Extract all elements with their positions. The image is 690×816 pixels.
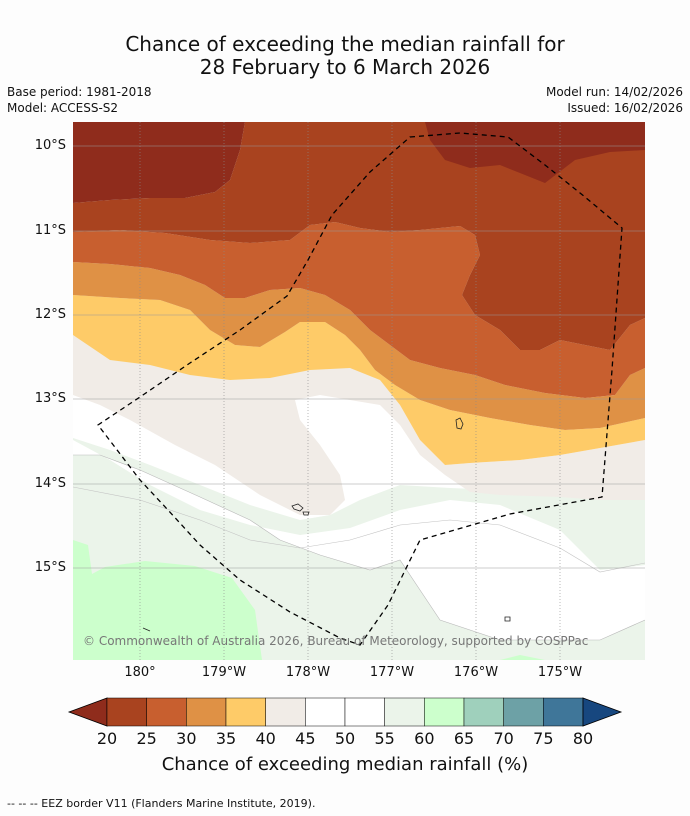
- lon-label-176w: 176°W: [453, 665, 499, 680]
- band-below-20-east: [425, 122, 645, 183]
- colorbar-swatch-50: [344, 697, 385, 727]
- colorbar-label: Chance of exceeding median rainfall (%): [161, 754, 529, 775]
- island-kadavu: [291, 503, 304, 512]
- band-35-40: [73, 295, 645, 465]
- rainfall-map-area[interactable]: [73, 122, 645, 660]
- eez-border: [97, 132, 623, 646]
- lon-label-179w: 179°W: [201, 665, 247, 680]
- colorbar-tick-55: 55: [374, 729, 395, 748]
- colorbar-swatch-45: [305, 697, 346, 727]
- colorbar-tick-50: 50: [334, 729, 356, 748]
- lon-label-175w: 175°W: [537, 665, 583, 680]
- colorbar-tick-25: 25: [136, 729, 157, 748]
- colorbar-extend-high: [582, 697, 623, 727]
- colorbar-tick-60: 60: [414, 729, 435, 748]
- band-30-35: [73, 262, 645, 430]
- lat-label-14s: 14°S: [34, 476, 66, 491]
- lat-label-11s: 11°S: [34, 223, 66, 238]
- band-60-65-small: [500, 655, 545, 660]
- colorbar-swatch-30: [186, 697, 227, 727]
- contour-50: [73, 486, 645, 573]
- colorbar-swatch-60: [424, 697, 465, 727]
- colorbar-tick-20: 20: [96, 729, 118, 748]
- lon-label-177w: 177°W: [369, 665, 415, 680]
- eez-footnote: -- -- -- EEZ border V11 (Flanders Marine…: [7, 797, 316, 810]
- colorbar-tick-40: 40: [255, 729, 276, 748]
- lat-label-10s: 10°S: [34, 138, 66, 153]
- colorbar-tick-65: 65: [453, 729, 475, 748]
- band-20-25: [73, 122, 645, 350]
- colorbar-swatch-70: [503, 697, 544, 727]
- colorbar-tick-30: 30: [176, 729, 197, 748]
- colorbar-swatch-55: [384, 697, 425, 727]
- band-25-30: [73, 222, 645, 398]
- island-small-3: [142, 627, 151, 632]
- model-name: Model: ACCESS-S2: [7, 101, 119, 115]
- lat-label-15s: 15°S: [34, 560, 66, 575]
- lon-label-180: 180°: [124, 665, 156, 680]
- island-small-1: [302, 511, 310, 516]
- chart-title-line2: 28 February to 6 March 2026: [199, 55, 491, 79]
- copyright-notice: © Commonwealth of Australia 2026, Bureau…: [83, 634, 589, 648]
- island-small-2: [504, 616, 511, 622]
- colorbar-tick-70: 70: [493, 729, 514, 748]
- band-below-20-west: [73, 122, 245, 203]
- colorbar-tick-35: 35: [215, 729, 237, 748]
- colorbar-tick-80: 80: [572, 729, 594, 748]
- latitude-lines: [73, 145, 645, 569]
- colorbar-extend-low: [67, 697, 108, 727]
- chart-title-line1: Chance of exceeding the median rainfall …: [125, 32, 565, 56]
- colorbar-swatch-25: [146, 697, 187, 727]
- island-lakeba: [455, 417, 464, 430]
- issued-date: Issued: 16/02/2026: [567, 101, 683, 115]
- band-50-55: [73, 440, 645, 640]
- colorbar: [67, 697, 623, 727]
- colorbar-swatch-20: [106, 697, 147, 727]
- base-period: Base period: 1981-2018: [7, 85, 152, 99]
- meta-left: Base period: 1981-2018 Model: ACCESS-S2: [7, 84, 152, 116]
- colorbar-tick-45: 45: [295, 729, 316, 748]
- colorbar-swatch-65: [463, 697, 504, 727]
- band-60-65: [73, 540, 262, 660]
- contour-55: [73, 454, 645, 641]
- lat-label-13s: 13°S: [34, 391, 66, 406]
- colorbar-swatch-75: [543, 697, 584, 727]
- band-40-45: [73, 335, 645, 515]
- colorbar-swatch-35: [225, 697, 266, 727]
- lat-label-12s: 12°S: [34, 307, 66, 322]
- lon-label-178w: 178°W: [285, 665, 331, 680]
- model-run: Model run: 14/02/2026: [545, 85, 683, 99]
- colorbar-swatch-40: [265, 697, 306, 727]
- meta-right: Model run: 14/02/2026 Issued: 16/02/2026: [546, 84, 683, 116]
- colorbar-tick-75: 75: [533, 729, 554, 748]
